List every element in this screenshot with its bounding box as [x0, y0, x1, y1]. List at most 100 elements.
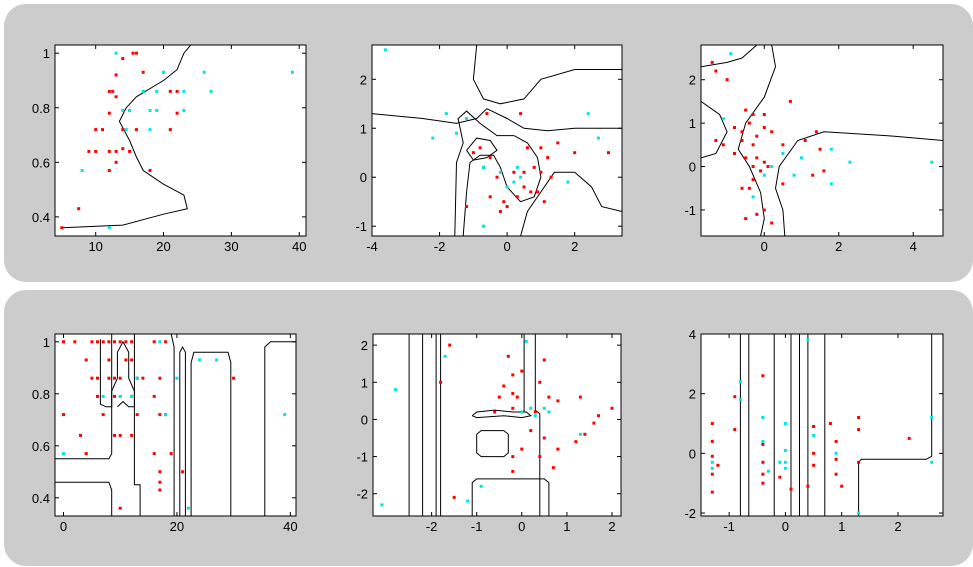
y-tick-label: 0: [361, 412, 368, 427]
x-tick-label: 40: [292, 239, 306, 254]
data-point-cyan: [512, 180, 516, 184]
data-point-red: [232, 376, 236, 380]
data-point-red: [478, 146, 482, 150]
data-point-red: [505, 205, 509, 209]
data-point-red: [114, 160, 118, 164]
data-point-cyan: [202, 70, 206, 74]
y-tick-label: 0.8: [32, 387, 50, 402]
data-point-cyan: [444, 112, 448, 116]
data-point-red: [762, 208, 766, 212]
x-tick-label: 0: [504, 239, 511, 254]
y-tick-label: -2: [684, 506, 696, 521]
data-point-red: [90, 340, 94, 344]
data-point-red: [766, 165, 770, 168]
data-point-red: [131, 51, 135, 55]
plot-area: [701, 334, 943, 516]
data-point-red: [107, 89, 111, 93]
data-point-red: [755, 212, 759, 216]
data-point-cyan: [857, 511, 861, 515]
scatter-plot-3: 0 2 4 -1 0 1 2: [684, 44, 944, 254]
data-point-red: [175, 111, 179, 115]
data-point-cyan: [596, 136, 600, 140]
data-point-red: [710, 490, 714, 494]
data-point-cyan: [384, 48, 387, 52]
data-point-red: [725, 78, 729, 82]
x-tick-label: 1: [838, 519, 845, 534]
data-point-red: [710, 422, 714, 425]
data-point-red: [733, 428, 737, 431]
decision-boundary-line: [701, 100, 728, 159]
data-point-red: [135, 413, 139, 417]
data-point-cyan: [829, 147, 833, 151]
data-point-red: [549, 175, 553, 179]
y-tick-label: 2: [689, 73, 696, 88]
data-point-red: [141, 70, 145, 74]
data-point-cyan: [524, 339, 528, 343]
data-point-red: [130, 433, 134, 437]
data-point-red: [175, 89, 179, 93]
data-point-red: [538, 380, 542, 384]
data-point-cyan: [148, 109, 152, 112]
data-point-red: [556, 141, 560, 145]
data-point-cyan: [121, 109, 125, 112]
data-point-red: [761, 472, 765, 476]
data-point-red: [740, 186, 744, 190]
data-point-red: [770, 130, 774, 134]
data-point-red: [181, 470, 185, 474]
decision-boundary-line: [55, 481, 113, 516]
data-point-red: [114, 149, 118, 153]
data-point-red: [130, 340, 134, 344]
data-point-cyan: [783, 466, 787, 470]
x-tick-label: -2: [426, 519, 438, 534]
decision-boundary-line: [774, 131, 943, 236]
data-point-red: [118, 506, 122, 510]
axes-frame: [700, 44, 944, 237]
data-point-red: [118, 433, 122, 437]
data-point-cyan: [130, 394, 134, 398]
data-point-cyan: [162, 70, 165, 74]
data-point-red: [857, 460, 861, 464]
scatter-plot-1: 10 20 30 40 0.4 0.6 0.8 1: [32, 44, 307, 254]
decision-boundary-line: [476, 430, 509, 458]
data-point-cyan: [394, 388, 397, 392]
data-point-cyan: [738, 380, 742, 384]
data-point-red: [818, 147, 822, 151]
data-point-cyan: [542, 406, 546, 410]
data-point-red: [158, 413, 162, 417]
plot-area: [55, 45, 306, 236]
data-point-red: [761, 374, 765, 378]
x-tick-label: 2: [835, 239, 842, 254]
data-point-cyan: [812, 433, 816, 437]
data-point-red: [107, 376, 111, 380]
data-point-red: [522, 170, 526, 174]
data-point-red: [721, 143, 725, 147]
data-point-red: [515, 195, 519, 199]
data-point-cyan: [479, 484, 483, 488]
data-point-cyan: [465, 117, 469, 120]
data-point-red: [811, 173, 815, 177]
data-point-red: [574, 440, 578, 444]
decision-boundaries: [55, 334, 296, 516]
data-point-cyan: [578, 432, 582, 436]
data-point-red: [164, 340, 168, 344]
data-point-cyan: [505, 185, 509, 189]
data-point-red: [525, 146, 529, 150]
decision-boundaries: [739, 334, 933, 516]
data-point-red: [465, 205, 469, 209]
data-point-red: [511, 455, 515, 459]
decision-boundary-line: [264, 341, 296, 516]
data-point-red: [522, 185, 526, 189]
data-point-red: [761, 460, 765, 464]
data-point-cyan: [729, 52, 733, 56]
data-point-red: [493, 410, 497, 414]
data-point-red: [812, 451, 816, 455]
data-point-red: [733, 152, 736, 155]
data-point-red: [789, 487, 793, 491]
data-point-cyan: [930, 460, 934, 464]
data-point-cyan: [155, 89, 159, 93]
decision-boundaries: [372, 45, 622, 236]
data-point-red: [495, 175, 499, 179]
data-point-cyan: [778, 460, 782, 464]
x-tick-label: 0: [60, 519, 67, 534]
data-point-cyan: [80, 169, 84, 172]
